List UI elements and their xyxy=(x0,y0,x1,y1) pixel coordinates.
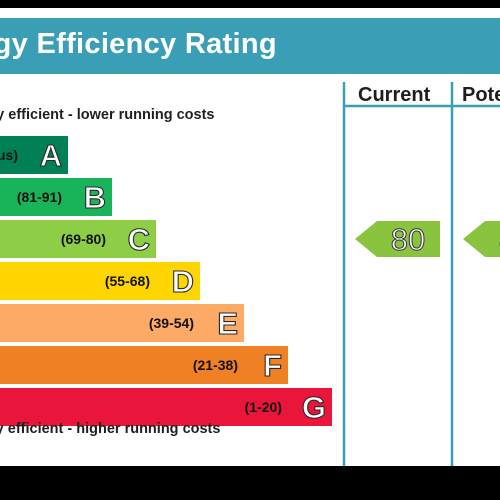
band-letter: C xyxy=(128,222,150,257)
rating-band-c: (69-80) C xyxy=(0,220,156,258)
band-bar xyxy=(0,136,68,174)
band-letter: D xyxy=(172,264,194,299)
title-bar: Energy Efficiency Rating xyxy=(0,18,500,74)
rating-band-f: (21-38) F xyxy=(0,346,288,384)
rating-band-d: (55-68) D xyxy=(0,262,200,300)
rating-band-b: (81-91) B xyxy=(0,178,112,216)
chart-title: Energy Efficiency Rating xyxy=(0,28,277,60)
band-range-label: (39-54) xyxy=(149,315,194,331)
current-rating-arrow: 80 xyxy=(355,221,440,258)
band-letter: A xyxy=(40,138,62,173)
bottom-caption: Not energy efficient - higher running co… xyxy=(0,421,221,437)
rating-bands: (92 plus) A (81-91) B (69-80) C (55-68) D (39-54… xyxy=(0,136,332,426)
band-bar xyxy=(0,262,200,300)
band-letter: G xyxy=(302,390,326,425)
band-letter: F xyxy=(263,348,282,383)
rating-band-e: (39-54) E xyxy=(0,304,244,342)
band-range-label: (1-20) xyxy=(245,399,282,415)
band-letter: E xyxy=(217,306,238,341)
band-range-label: (55-68) xyxy=(105,273,150,289)
band-bar xyxy=(0,346,288,384)
band-bar xyxy=(0,304,244,342)
rating-arrows: 80 80 xyxy=(355,221,500,258)
band-range-label: (69-80) xyxy=(61,231,106,247)
band-bar xyxy=(0,220,156,258)
band-range-label: (81-91) xyxy=(17,189,62,205)
band-letter: B xyxy=(84,180,106,215)
potential-rating-arrow: 80 xyxy=(463,221,500,258)
rating-band-g: (1-20) G xyxy=(0,388,332,426)
chart-graphic: (92 plus) A (81-91) B (69-80) C (55-68) D (39-54… xyxy=(0,82,500,466)
rating-arrow-shape xyxy=(355,221,440,257)
current-column-header: Current xyxy=(358,84,431,106)
band-range-label: (92 plus) xyxy=(0,147,18,163)
band-bar xyxy=(0,178,112,216)
band-bar xyxy=(0,388,332,426)
frame-lines xyxy=(342,82,500,466)
top-caption: Very energy efficient - lower running co… xyxy=(0,107,215,123)
rating-value: 80 xyxy=(391,222,425,257)
band-range-label: (21-38) xyxy=(193,357,238,373)
potential-column-header: Potential xyxy=(462,84,500,106)
rating-arrow-shape xyxy=(463,221,500,257)
epc-chart: Energy Efficiency Rating (92 plus) A (81-9… xyxy=(0,8,500,466)
rating-value: 80 xyxy=(499,222,500,257)
rating-band-a: (92 plus) A xyxy=(0,136,68,174)
